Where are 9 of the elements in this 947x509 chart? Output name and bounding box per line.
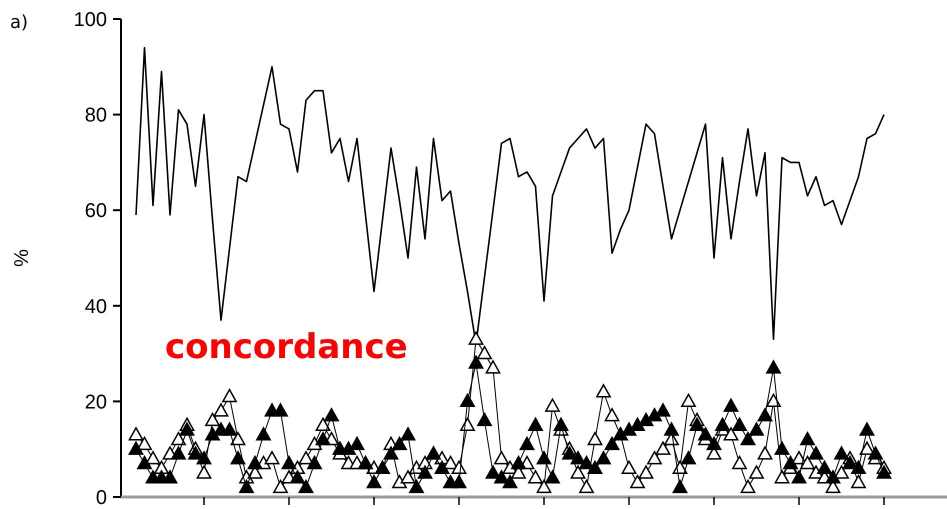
y-tick-label: 20 xyxy=(84,391,107,414)
y-tick-label: 100 xyxy=(74,9,107,31)
y-tick-label: 40 xyxy=(84,296,107,318)
y-tick-label: 80 xyxy=(84,104,107,127)
y-tick-label: 60 xyxy=(84,200,107,222)
text: a) xyxy=(10,12,28,33)
annotation: concordance xyxy=(165,327,408,367)
y-axis-title: % xyxy=(11,248,33,267)
y-tick-label: 0 xyxy=(96,487,107,509)
